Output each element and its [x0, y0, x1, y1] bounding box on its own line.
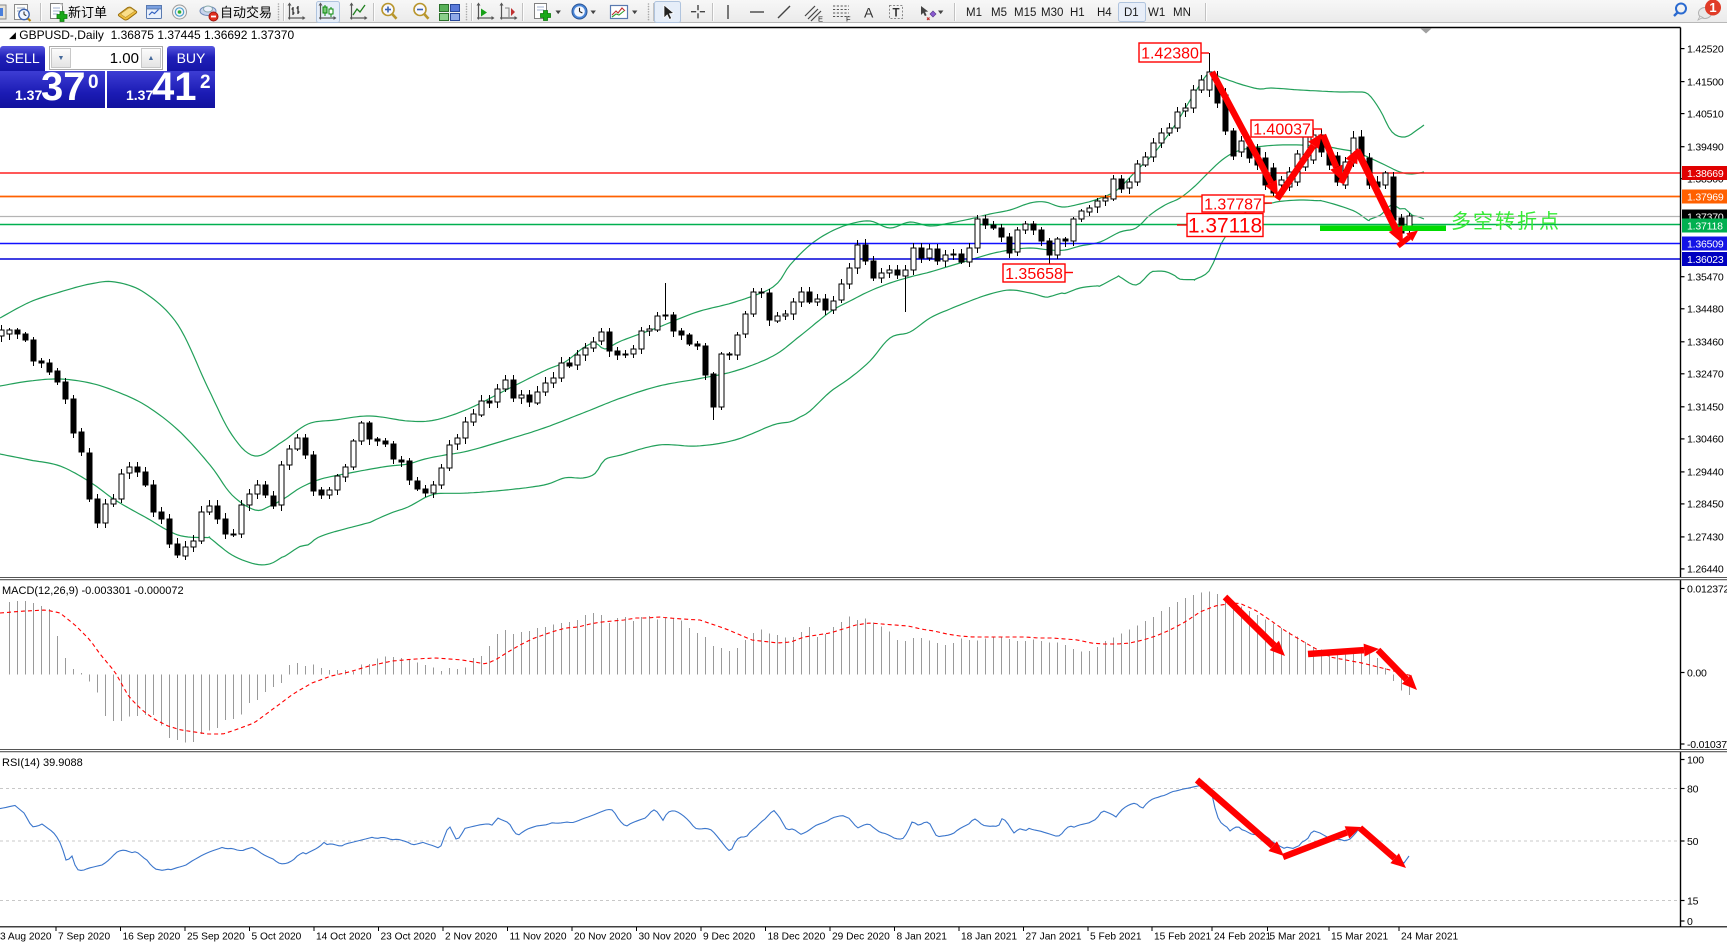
svg-text:E: E: [818, 15, 823, 24]
svg-text:1.28450: 1.28450: [1687, 499, 1724, 511]
svg-text:新订单: 新订单: [68, 5, 107, 20]
svg-text:80: 80: [1687, 783, 1699, 795]
svg-text:15 Feb 2021: 15 Feb 2021: [1154, 932, 1212, 943]
svg-text:1.40037: 1.40037: [1253, 121, 1311, 138]
svg-text:1.36509: 1.36509: [1687, 238, 1724, 250]
svg-text:1: 1: [1709, 0, 1716, 15]
svg-text:1.29440: 1.29440: [1687, 467, 1724, 479]
svg-text:MN: MN: [1173, 7, 1191, 19]
svg-text:100: 100: [1687, 754, 1704, 766]
svg-text:M1: M1: [966, 7, 982, 19]
svg-text:F: F: [846, 15, 851, 24]
svg-text:27 Jan 2021: 27 Jan 2021: [1026, 932, 1082, 943]
svg-text:2 Nov 2020: 2 Nov 2020: [445, 932, 497, 943]
svg-text:M15: M15: [1014, 7, 1036, 19]
svg-text:1.35470: 1.35470: [1687, 272, 1724, 284]
svg-text:1.34480: 1.34480: [1687, 304, 1724, 316]
svg-text:M30: M30: [1041, 7, 1063, 19]
svg-text:1.30460: 1.30460: [1687, 434, 1724, 446]
svg-text:1.38669: 1.38669: [1687, 168, 1724, 180]
svg-text:1.26440: 1.26440: [1687, 564, 1724, 576]
svg-text:50: 50: [1687, 836, 1699, 848]
svg-text:1.33460: 1.33460: [1687, 337, 1724, 349]
svg-text:5 Mar 2021: 5 Mar 2021: [1270, 932, 1322, 943]
svg-text:14 Oct 2020: 14 Oct 2020: [316, 932, 372, 943]
svg-text:H4: H4: [1097, 7, 1112, 19]
svg-text:1.39490: 1.39490: [1687, 142, 1724, 154]
svg-text:11 Nov 2020: 11 Nov 2020: [510, 932, 567, 943]
svg-text:1.32470: 1.32470: [1687, 369, 1724, 381]
svg-text:自动交易: 自动交易: [220, 5, 272, 20]
svg-text:18 Dec 2020: 18 Dec 2020: [768, 932, 826, 943]
svg-text:1.37787: 1.37787: [1204, 196, 1262, 213]
svg-text:A: A: [864, 5, 874, 21]
svg-text:1.37969: 1.37969: [1687, 191, 1724, 203]
svg-text:1.35658: 1.35658: [1005, 266, 1063, 283]
svg-text:1.40510: 1.40510: [1687, 108, 1724, 120]
svg-text:0: 0: [1687, 916, 1693, 928]
svg-text:7 Sep 2020: 7 Sep 2020: [58, 932, 110, 943]
svg-text:1.42520: 1.42520: [1687, 43, 1724, 55]
svg-text:18 Jan 2021: 18 Jan 2021: [961, 932, 1017, 943]
svg-text:1.41500: 1.41500: [1687, 76, 1724, 88]
svg-text:20 Nov 2020: 20 Nov 2020: [574, 932, 632, 943]
svg-text:9 Dec 2020: 9 Dec 2020: [703, 932, 755, 943]
svg-text:24 Mar 2021: 24 Mar 2021: [1401, 932, 1459, 943]
svg-text:D1: D1: [1124, 7, 1139, 19]
svg-text:3 Aug 2020: 3 Aug 2020: [0, 932, 52, 943]
svg-text:5 Oct 2020: 5 Oct 2020: [252, 932, 302, 943]
svg-text:1.37118: 1.37118: [1188, 215, 1262, 238]
svg-text:H1: H1: [1070, 7, 1085, 19]
svg-text:29 Dec 2020: 29 Dec 2020: [832, 932, 890, 943]
svg-text:0.012372: 0.012372: [1687, 583, 1727, 595]
svg-text:15: 15: [1687, 895, 1699, 907]
svg-text:1.42380: 1.42380: [1141, 45, 1199, 62]
svg-text:多空转折点: 多空转折点: [1451, 210, 1561, 233]
svg-text:1.36023: 1.36023: [1687, 254, 1724, 266]
svg-text:1.37118: 1.37118: [1687, 220, 1723, 232]
svg-text:1.27430: 1.27430: [1687, 532, 1724, 544]
svg-text:5 Feb 2021: 5 Feb 2021: [1090, 932, 1142, 943]
svg-text:30 Nov 2020: 30 Nov 2020: [639, 932, 697, 943]
svg-text:24 Feb 2021: 24 Feb 2021: [1214, 932, 1272, 943]
svg-text:23 Oct 2020: 23 Oct 2020: [381, 932, 437, 943]
svg-text:1.31450: 1.31450: [1687, 402, 1724, 414]
svg-text:T: T: [893, 8, 900, 20]
svg-text:8 Jan 2021: 8 Jan 2021: [897, 932, 948, 943]
svg-text:-0.010374: -0.010374: [1687, 739, 1727, 751]
svg-text:0.00: 0.00: [1687, 667, 1707, 679]
svg-text:W1: W1: [1148, 7, 1165, 19]
svg-text:25 Sep 2020: 25 Sep 2020: [187, 932, 245, 943]
svg-text:MACD(12,26,9) -0.003301 -0.000: MACD(12,26,9) -0.003301 -0.000072: [2, 585, 184, 597]
svg-text:16 Sep 2020: 16 Sep 2020: [123, 932, 181, 943]
svg-text:M5: M5: [991, 7, 1007, 19]
svg-text:15 Mar 2021: 15 Mar 2021: [1331, 932, 1389, 943]
svg-text:RSI(14) 39.9088: RSI(14) 39.9088: [2, 757, 83, 769]
